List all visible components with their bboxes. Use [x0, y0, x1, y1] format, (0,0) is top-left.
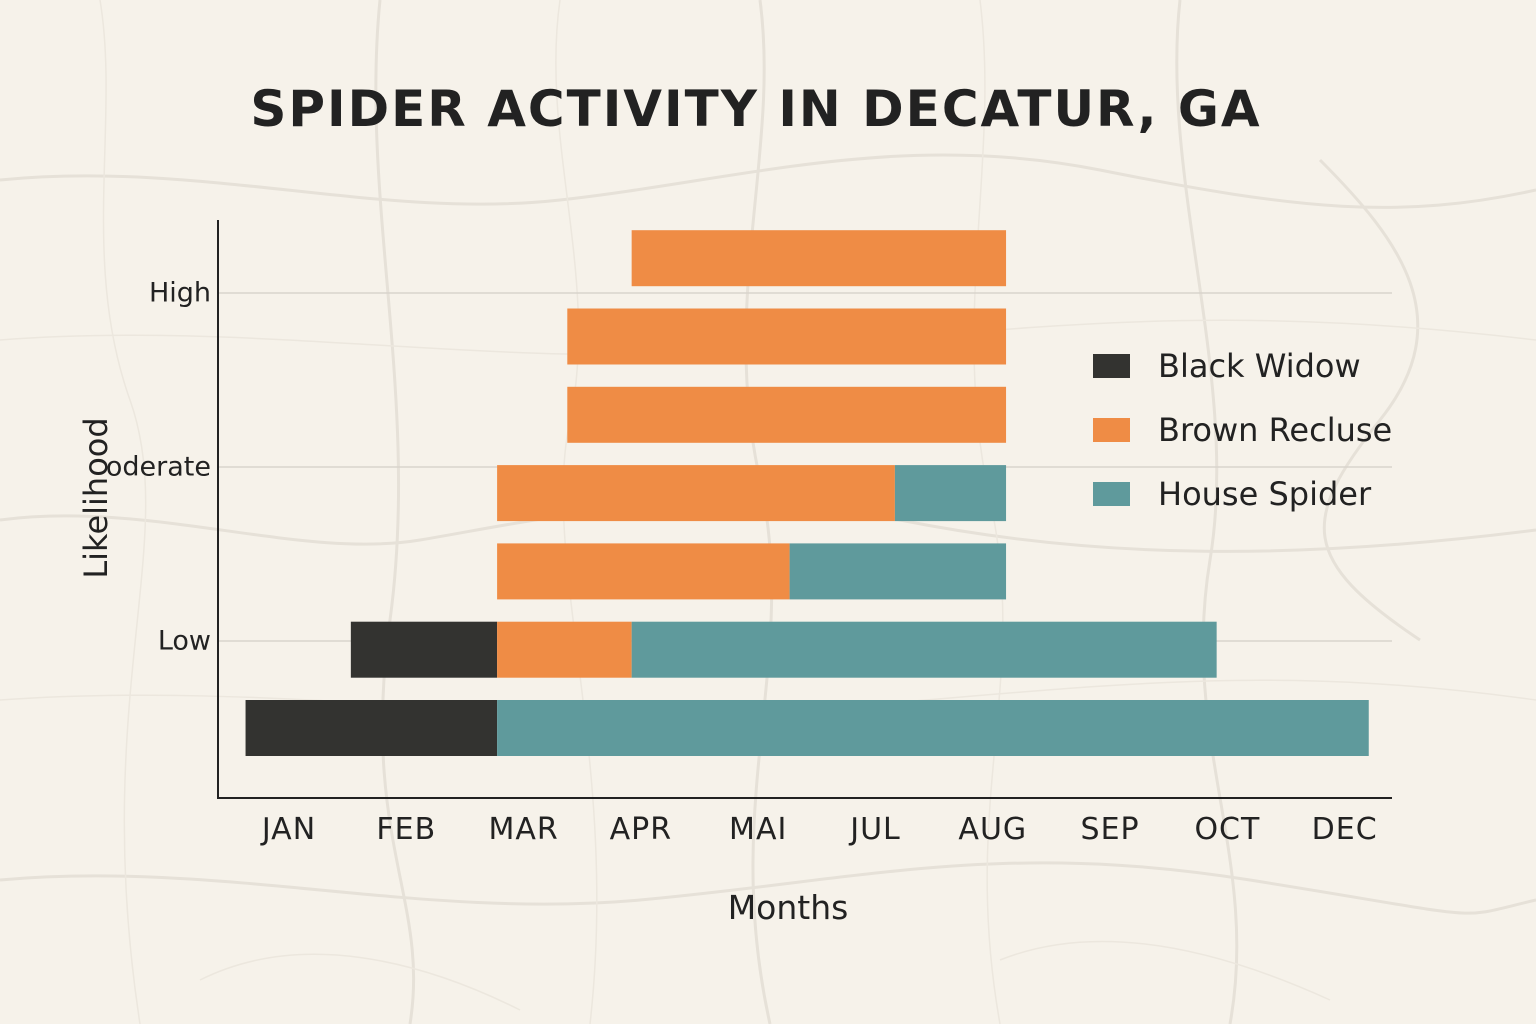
legend-item: Black Widow [1093, 334, 1392, 398]
bar-segment-house-spider [631, 621, 1217, 678]
legend-item: House Spider [1093, 462, 1392, 526]
legend-swatch [1093, 354, 1130, 378]
bar-segment-house-spider [789, 543, 1007, 600]
legend: Black Widow Brown Recluse House Spider [1093, 334, 1392, 526]
bar-segment-brown-recluse [631, 230, 1007, 287]
bar-segment-brown-recluse [497, 543, 790, 600]
x-axis-label: Months [727, 888, 849, 927]
x-tick-label: SEP [1080, 812, 1140, 847]
x-tick-label: APR [609, 812, 673, 847]
chart-title: SPIDER ACTIVITY IN DECATUR, GA [250, 80, 1262, 138]
y-axis-label: Likelihood [77, 417, 115, 579]
bar-segment-house-spider [894, 465, 1007, 522]
y-tick-label: High [148, 277, 211, 309]
bar-segment-brown-recluse [567, 386, 1007, 443]
x-tick-label: FEB [376, 812, 437, 847]
bar-segment-brown-recluse [567, 308, 1007, 365]
x-tick-label: MAI [729, 812, 788, 847]
bar-segment-brown-recluse [497, 621, 632, 678]
y-tick-label: oderate [105, 451, 211, 483]
x-tick-label: OCT [1194, 812, 1261, 847]
x-tick-label: MAR [488, 812, 559, 847]
bar-segment-black-widow [350, 621, 498, 678]
legend-label: Brown Recluse [1158, 411, 1393, 449]
bar-segment-house-spider [497, 700, 1369, 756]
bar-group [245, 230, 1369, 756]
axes [217, 220, 1392, 799]
legend-swatch [1093, 482, 1130, 506]
legend-swatch [1093, 418, 1130, 442]
x-tick-label: JUL [850, 812, 901, 847]
y-tick-label: Low [157, 625, 211, 657]
legend-item: Brown Recluse [1093, 398, 1392, 462]
bar-segment-black-widow [245, 700, 498, 756]
x-tick-label: DEC [1311, 812, 1378, 847]
x-tick-label: AUG [958, 812, 1028, 847]
x-tick-label: JAN [261, 812, 317, 847]
bar-segment-brown-recluse [497, 465, 895, 522]
legend-label: House Spider [1158, 475, 1372, 513]
legend-label: Black Widow [1158, 347, 1361, 385]
